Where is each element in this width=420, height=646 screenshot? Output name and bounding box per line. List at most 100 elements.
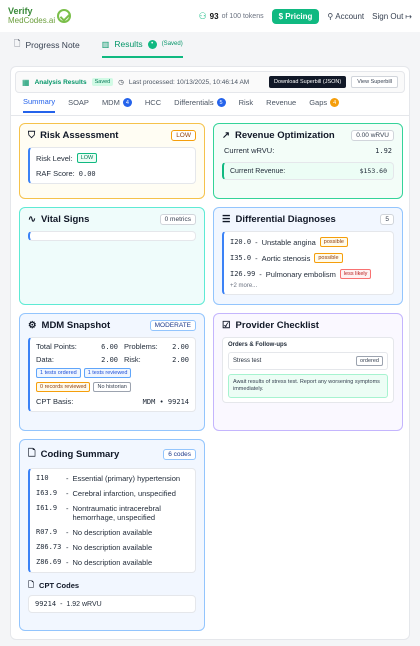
sign-out-link[interactable]: Sign Out ↦: [372, 12, 412, 21]
pricing-button[interactable]: $ Pricing: [271, 8, 320, 24]
list-icon: ☰: [222, 214, 231, 225]
icd-code: R07.9: [36, 528, 58, 536]
logo-word-bottom: MedCodes.ai: [8, 16, 56, 25]
icd-code: Z86.69: [36, 558, 62, 566]
icd-desc: No description available: [72, 528, 153, 537]
download-superbill-button[interactable]: Download Superbill (JSON): [268, 76, 347, 88]
icd-code-item: R07.9- No description available: [36, 528, 153, 537]
icd-codes-list: I10- Essential (primary) hypertension I63.…: [28, 468, 196, 573]
tab-count-badge: 5: [216, 98, 226, 107]
tab-soap[interactable]: SOAP: [68, 97, 89, 113]
icd-desc: No description available: [72, 543, 153, 552]
mdm-chip: 0 records reviewed: [36, 382, 91, 392]
tab-label: Differentials: [174, 98, 214, 107]
analysis-title: Analysis Results: [34, 78, 87, 86]
risk-details: Risk Level: LOW RAF Score: 0.00: [28, 147, 196, 184]
dx-likelihood: less likely: [339, 269, 372, 279]
tab-results[interactable]: ▥ Results • (Saved): [101, 38, 183, 58]
analysis-tabs: Summary SOAP MDM 4 HCC Differentials 5 Risk Reve…: [23, 97, 340, 113]
cpt-title: CPT Codes: [39, 581, 80, 590]
logout-icon: ↦: [405, 11, 412, 21]
logo[interactable]: Verify MedCodes.ai: [8, 6, 72, 25]
mdm-details: Total Points: 6.00 Problems: 2.00 Data: 2.00…: [28, 337, 196, 412]
risk-tag: LOW: [171, 130, 196, 141]
mdm-title: MDM Snapshot: [41, 320, 111, 331]
top-bar: Verify MedCodes.ai ⚇ 93 of 100 tokens $ P…: [0, 0, 420, 32]
chart-icon: ▥: [101, 39, 110, 49]
tab-hcc[interactable]: HCC: [145, 97, 161, 113]
dx-name: Unstable angina: [261, 237, 316, 247]
dx-likelihood: possible: [314, 253, 343, 263]
tab-summary[interactable]: Summary: [23, 97, 56, 113]
user-icon: ⚲: [327, 11, 334, 21]
coding-summary-panel: 🗋 Coding Summary 6 codes I10- Essential (pr…: [19, 439, 205, 631]
mdm-panel: ⚙ MDM Snapshot MODERATE Total Points: 6.00 P…: [19, 313, 205, 431]
more-differentials-link[interactable]: +2 more...: [230, 283, 258, 289]
logo-check-icon: [57, 9, 72, 23]
tab-revenue[interactable]: Revenue: [266, 97, 296, 113]
tab-progress-note[interactable]: 🗋 Progress Note: [14, 38, 80, 58]
analysis-chart-icon: ▦: [22, 77, 30, 87]
cpt-value: 1.92 wRVU: [66, 600, 102, 608]
analysis-bar: ▦ Analysis Results Saved ◷ Last processe…: [15, 71, 405, 93]
trend-up-icon: ↗: [222, 130, 230, 141]
coding-title: Coding Summary: [40, 448, 120, 460]
token-counter: ⚇ 93 of 100 tokens: [199, 11, 264, 22]
differentials-title: Differential Diagnoses: [235, 214, 336, 225]
mdm-risk-label: Risk:: [124, 355, 141, 364]
tab-label: HCC: [144, 98, 162, 107]
saved-badge: Saved: [91, 78, 114, 86]
checklist-item[interactable]: Stress test ordered: [228, 352, 388, 370]
raf-score-label: RAF Score:: [36, 169, 75, 178]
current-wrvu-value: 1.92: [375, 146, 392, 155]
tab-label: Revenue: [266, 98, 297, 107]
icd-code-item: I63.9- Cerebral infarction, unspecified: [36, 489, 176, 498]
vitals-tag: 0 metrics: [159, 214, 196, 225]
vital-signs-panel: ∿ Vital Signs 0 metrics: [19, 207, 205, 305]
cpt-code: 99214: [35, 600, 57, 608]
raf-score-value: 0.00: [78, 169, 96, 178]
tab-mdm[interactable]: MDM 4: [102, 97, 132, 113]
cpt-basis-label: CPT Basis:: [36, 397, 74, 406]
tabs-divider: [11, 115, 409, 116]
revenue-tag: 0.00 wRVU: [351, 130, 394, 141]
mdm-chip: No historian: [93, 382, 131, 392]
view-superbill-button[interactable]: View Superbill: [351, 76, 398, 88]
tab-label: MDM: [101, 98, 120, 107]
results-saved-label: (Saved): [161, 41, 183, 47]
revenue-title: Revenue Optimization: [234, 130, 335, 141]
differentials-panel: ☰ Differential Diagnoses 5 I20.0- Unstable …: [213, 207, 403, 305]
differential-item: I26.99- Pulmonary embolism less likely: [224, 266, 393, 282]
tab-results-label: Results: [114, 39, 143, 49]
dx-name: Aortic stenosis: [261, 253, 311, 263]
pulse-icon: ∿: [28, 214, 36, 225]
revenue-panel: ↗ Revenue Optimization 0.00 wRVU Current w…: [213, 123, 403, 199]
shield-icon: ⛉: [28, 130, 36, 141]
icd-code-item: Z86.69- No description available: [36, 558, 153, 567]
icd-code: Z86.73: [36, 543, 62, 551]
current-revenue-label: Current Revenue:: [230, 167, 286, 175]
tab-gaps[interactable]: Gaps 4: [309, 97, 340, 113]
icd-code-item: I10- Essential (primary) hypertension: [36, 474, 181, 483]
tab-risk[interactable]: Risk: [239, 97, 254, 113]
logo-word-top: Verify: [8, 6, 33, 16]
icd-code-item: I61.9- Nontraumatic intracerebral hemorrh…: [30, 501, 195, 525]
total-points-label: Total Points:: [36, 342, 77, 351]
document-icon: 🗋: [14, 39, 21, 48]
tab-differentials[interactable]: Differentials 5: [174, 97, 226, 113]
dx-code: I20.0: [230, 238, 252, 246]
current-wrvu-label: Current wRVU:: [224, 146, 275, 155]
tokens-icon: ⚇: [198, 10, 207, 21]
tab-count-badge: 4: [122, 98, 132, 107]
dx-name: Pulmonary embolism: [265, 269, 336, 279]
orders-section-title: Orders & Follow-ups: [228, 342, 288, 348]
problems-value: 2.00: [172, 342, 189, 351]
checklist-note: Await results of stress test. Report any…: [228, 374, 388, 398]
checklist-item-status: ordered: [356, 356, 383, 366]
differentials-list: I20.0- Unstable angina possible I35.0- Aorti…: [222, 231, 394, 295]
sign-out-label: Sign Out: [372, 11, 404, 21]
tab-label: Risk: [238, 98, 254, 107]
mdm-tag: MODERATE: [149, 320, 196, 331]
coding-tag: 6 codes: [163, 448, 196, 460]
account-link[interactable]: ⚲ Account: [327, 12, 364, 21]
